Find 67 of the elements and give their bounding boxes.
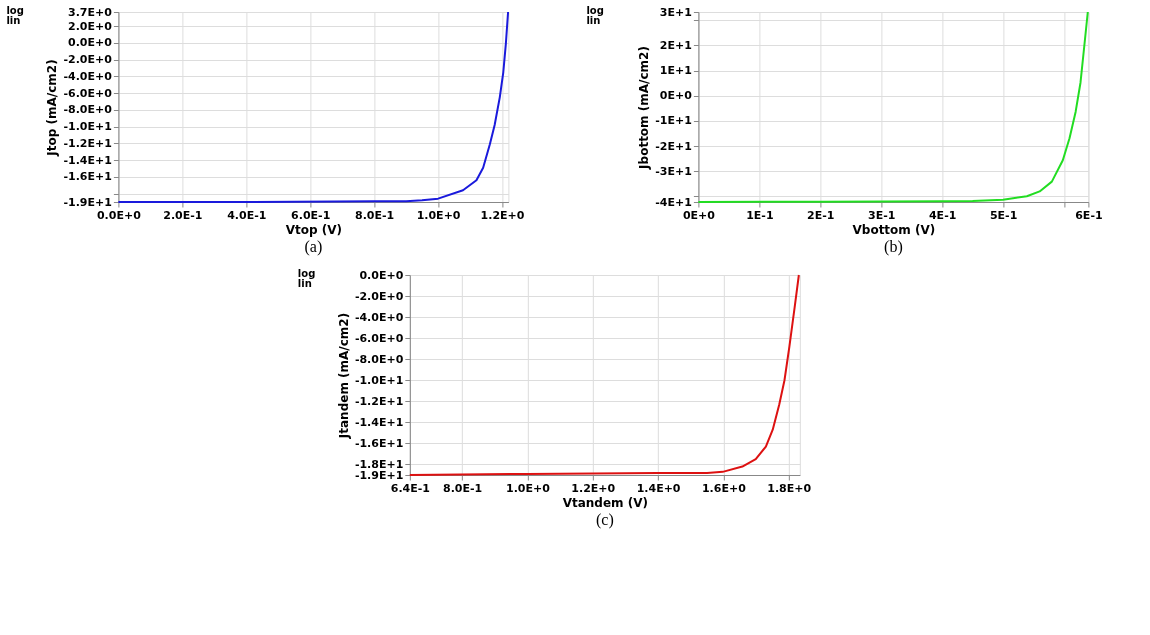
x-tick-label: 1.4E+0 [636, 481, 681, 495]
text: log [297, 268, 316, 279]
text: log [586, 5, 604, 16]
x-tick-label: 1.6E+0 [701, 481, 747, 495]
x-tick-label: 2.0E-1 [163, 208, 203, 222]
y-tick-label: 2.0E+0 [68, 19, 113, 33]
y-tick-label: -2.0E+0 [63, 53, 113, 67]
x-axis-title: Vtop (V) [285, 222, 343, 237]
x-tick-label: 4.0E-1 [227, 208, 267, 222]
y-tick-label: -8.0E+0 [354, 352, 404, 366]
x-tick-label: 3E-1 [868, 208, 896, 222]
y-axis-title: Jtop (mA/cm2) [45, 59, 60, 157]
text: log [6, 5, 24, 16]
x-tick-label: 1.0E+0 [505, 481, 551, 495]
y-tick-label: 1E+1 [659, 64, 692, 78]
text: (a) [304, 238, 323, 256]
x-tick-label: 1E-1 [746, 208, 774, 222]
y-tick-label: -1.6E+1 [63, 170, 112, 184]
y-axis-title: Jbottom (mA/cm2) [637, 46, 652, 170]
x-tick-label: 0.0E+0 [96, 208, 142, 222]
y-tick-label: -1.8E+1 [354, 457, 404, 471]
x-axis-title: Vbottom (V) [852, 222, 936, 237]
y-tick-label: -3E+1 [655, 164, 692, 178]
x-tick-label: 6E-1 [1075, 208, 1103, 222]
y-tick-label: -8.0E+0 [63, 103, 113, 117]
y-tick-label: -1.4E+1 [63, 153, 112, 167]
y-tick-label: -1.9E+1 [63, 195, 112, 209]
y-tick-label: -4.0E+0 [354, 310, 404, 324]
y-tick-label: -6.0E+0 [63, 86, 113, 100]
y-tick-label: -6.0E+0 [354, 331, 404, 345]
y-tick-label: -1.0E+1 [354, 373, 404, 387]
text: (c) [595, 511, 614, 529]
y-tick-label: -4E+1 [655, 195, 692, 209]
y-tick-label: -1.2E+1 [354, 394, 404, 408]
x-tick-label: 6.4E-1 [390, 481, 430, 495]
text: lin [297, 278, 312, 289]
x-tick-label: 1.0E+0 [416, 208, 461, 222]
text: lin [586, 15, 601, 26]
y-tick-label: 3E+1 [659, 5, 692, 19]
y-tick-label: 3.7E+0 [68, 5, 113, 19]
x-tick-label: 4E-1 [928, 208, 957, 222]
x-tick-label: 0E+0 [682, 208, 716, 222]
y-tick-label: 2E+1 [659, 38, 692, 52]
x-tick-label: 5E-1 [989, 208, 1018, 222]
x-tick-label: 1.2E+0 [480, 208, 525, 222]
y-tick-label: 0.0E+0 [359, 268, 404, 282]
y-tick-label: -2E+1 [655, 139, 692, 153]
y-tick-label: -1E+1 [655, 114, 692, 128]
y-axis-title: Jtandem (mA/cm2) [336, 312, 351, 440]
x-tick-label: 6.0E-1 [291, 208, 331, 222]
y-tick-label: -1.6E+1 [354, 436, 404, 450]
y-tick-label: -1.4E+1 [354, 415, 404, 429]
x-tick-label: 1.2E+0 [571, 481, 616, 495]
y-tick-label: -1.0E+1 [63, 120, 112, 134]
y-tick-label: -1.9E+1 [354, 468, 404, 482]
y-tick-label: -1.2E+1 [63, 136, 112, 150]
x-tick-label: 8.0E-1 [442, 481, 483, 495]
x-axis-title: Vtandem (V) [562, 495, 649, 510]
y-tick-label: 0E+0 [659, 89, 693, 103]
text: lin [6, 15, 21, 26]
y-tick-label: -4.0E+0 [63, 69, 113, 83]
x-tick-label: 1.8E+0 [767, 481, 812, 495]
x-tick-label: 2E-1 [807, 208, 835, 222]
y-tick-label: 0.0E+0 [68, 36, 113, 50]
x-tick-label: 8.0E-1 [355, 208, 395, 222]
text: (b) [884, 238, 903, 256]
y-tick-label: -2.0E+0 [354, 289, 404, 303]
